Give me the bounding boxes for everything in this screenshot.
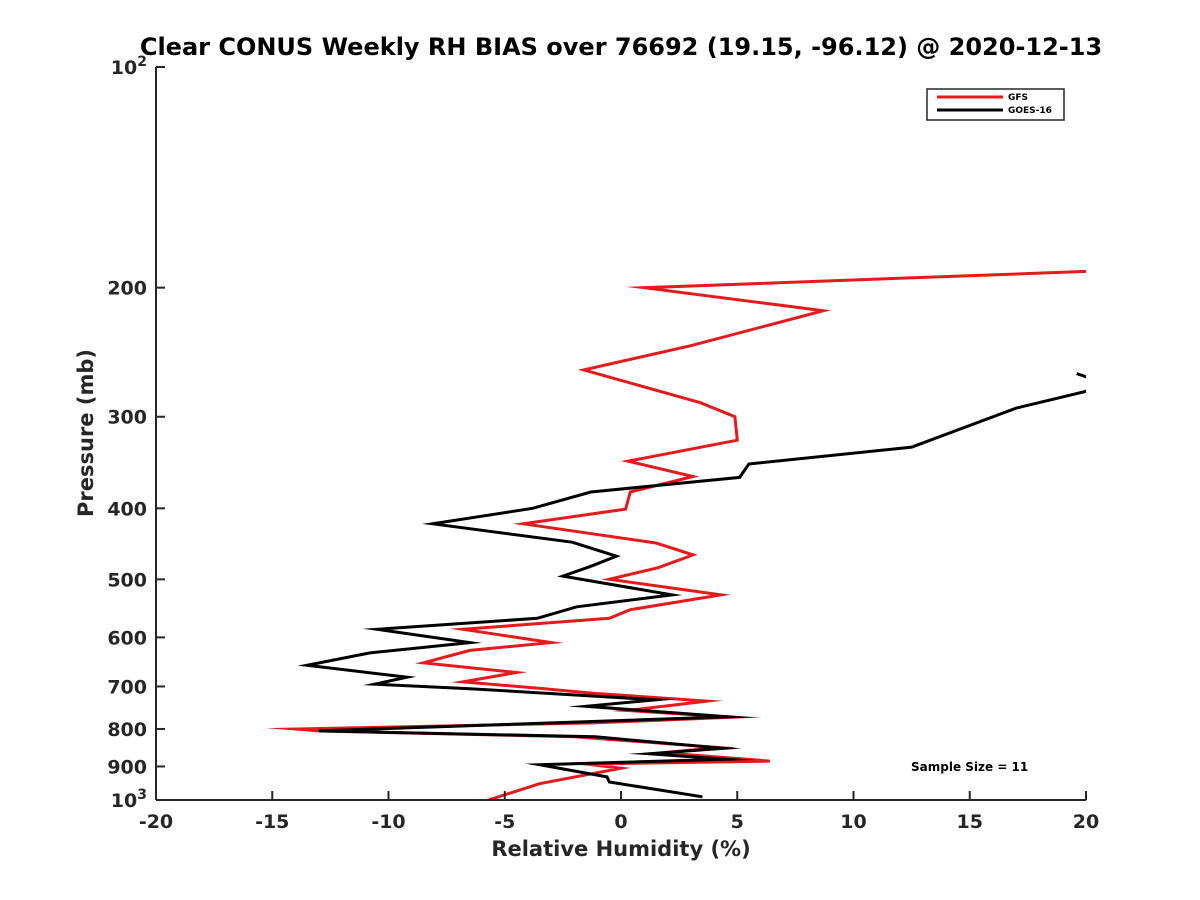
x-tick-label: 5 [731, 811, 744, 833]
x-tick-label: -20 [139, 811, 173, 833]
y-ticks: 200 300 400 500 600 700 800 900 102 103 [107, 54, 165, 812]
x-tick-label: -10 [371, 811, 405, 833]
y-tick-label: 200 [107, 278, 147, 300]
y-tick-label: 500 [107, 569, 147, 591]
y-tick-power-label: 103 [111, 787, 147, 812]
x-tick-label: -5 [494, 811, 515, 833]
x-tick-label: -15 [255, 811, 289, 833]
y-tick-power-label: 102 [111, 54, 147, 79]
chart-title: Clear CONUS Weekly RH BIAS over 76692 (1… [140, 33, 1102, 61]
sample-size-annotation: Sample Size = 11 [911, 760, 1028, 774]
y-axis-label: Pressure (mb) [74, 349, 98, 517]
x-ticks: -20 -15 -10 -5 0 5 10 15 20 [139, 791, 1099, 833]
legend-box [926, 88, 1065, 121]
x-tick-label: 10 [840, 811, 866, 833]
y-tick-label: 600 [107, 627, 147, 649]
legend: GFS GOES-16 [926, 88, 1065, 121]
y-tick-label: 800 [107, 719, 147, 741]
x-tick-label: 15 [957, 811, 983, 833]
series-line-goes16 [297, 372, 1086, 799]
series-line-gfs [266, 269, 1086, 800]
y-tick-label: 700 [107, 676, 147, 698]
y-tick-label: 400 [107, 498, 147, 520]
y-tick-label: 300 [107, 407, 147, 429]
x-tick-label: 20 [1073, 811, 1099, 833]
x-axis-label: Relative Humidity (%) [491, 837, 750, 861]
series-layer [266, 269, 1086, 800]
legend-label-gfs: GFS [1008, 93, 1028, 103]
x-tick-label: 0 [614, 811, 627, 833]
y-tick-label: 900 [107, 756, 147, 778]
legend-label-goes16: GOES-16 [1008, 106, 1052, 116]
